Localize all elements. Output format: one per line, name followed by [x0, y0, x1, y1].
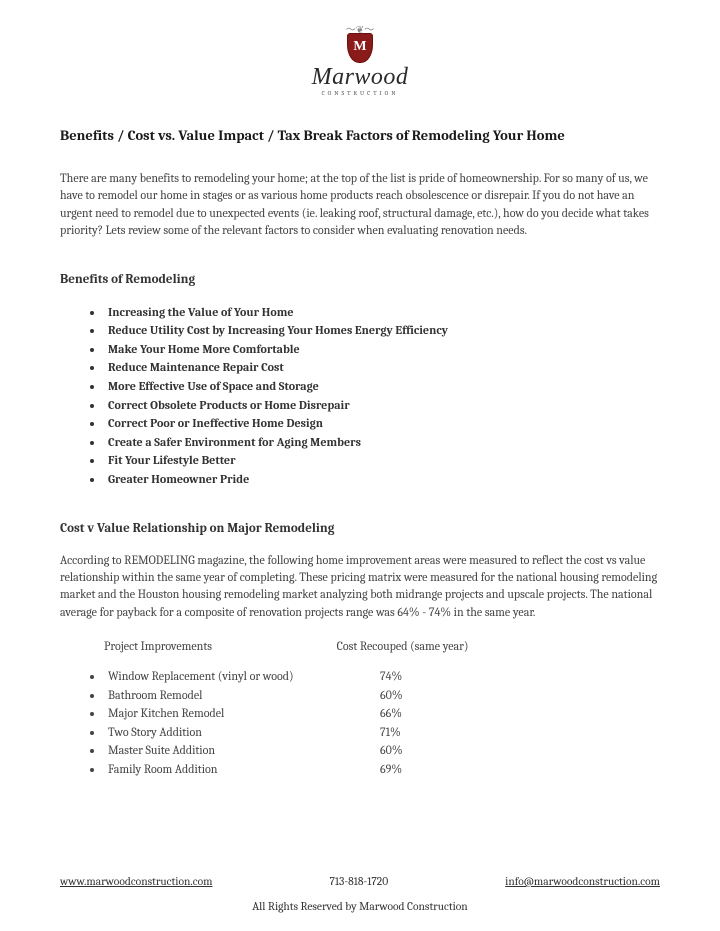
- list-item: Correct Obsolete Products or Home Disrep…: [104, 396, 660, 415]
- column-header-recouped: Cost Recouped (same year): [337, 639, 469, 653]
- cell-project: Window Replacement (vinyl or wood): [108, 667, 380, 686]
- cell-value: 69%: [380, 762, 402, 776]
- list-item: Make Your Home More Comfortable: [104, 340, 660, 359]
- cell-value: 74%: [380, 669, 402, 683]
- page-footer: www.marwoodconstruction.com 713-818-1720…: [60, 875, 660, 913]
- footer-website-link[interactable]: www.marwoodconstruction.com: [60, 875, 212, 888]
- cell-value: 71%: [380, 725, 401, 739]
- cell-project: Family Room Addition: [108, 760, 380, 779]
- column-header-project: Project Improvements: [104, 639, 334, 653]
- list-item: Fit Your Lifestyle Better: [104, 451, 660, 470]
- cost-value-heading: Cost v Value Relationship on Major Remod…: [60, 521, 660, 536]
- footer-copyright: All Rights Reserved by Marwood Construct…: [60, 900, 660, 913]
- table-row: Window Replacement (vinyl or wood)74%: [104, 667, 660, 686]
- cell-project: Master Suite Addition: [108, 741, 380, 760]
- list-item: Reduce Maintenance Repair Cost: [104, 358, 660, 377]
- cell-project: Bathroom Remodel: [108, 686, 380, 705]
- list-item: Reduce Utility Cost by Increasing Your H…: [104, 321, 660, 340]
- cell-value: 60%: [380, 688, 403, 702]
- table-row: Family Room Addition69%: [104, 760, 660, 779]
- table-row: Bathroom Remodel60%: [104, 686, 660, 705]
- table-row: Master Suite Addition60%: [104, 741, 660, 760]
- table-row: Two Story Addition71%: [104, 723, 660, 742]
- cell-value: 60%: [380, 743, 403, 757]
- logo-shield-icon: [347, 33, 373, 63]
- footer-phone: 713-818-1720: [329, 875, 388, 888]
- cell-value: 66%: [380, 706, 402, 720]
- benefits-heading: Benefits of Remodeling: [60, 272, 660, 287]
- page-title: Benefits / Cost vs. Value Impact / Tax B…: [60, 127, 660, 144]
- logo-brand-text: Marwood: [312, 65, 409, 89]
- list-item: Correct Poor or Ineffective Home Design: [104, 414, 660, 433]
- intro-paragraph: There are many benefits to remodeling yo…: [60, 170, 660, 240]
- footer-email-link[interactable]: info@marwoodconstruction.com: [505, 875, 660, 888]
- cost-value-paragraph: According to REMODELING magazine, the fo…: [60, 552, 660, 622]
- list-item: Create a Safer Environment for Aging Mem…: [104, 433, 660, 452]
- table-row: Major Kitchen Remodel66%: [104, 704, 660, 723]
- benefits-list: Increasing the Value of Your Home Reduce…: [60, 303, 660, 489]
- list-item: More Effective Use of Space and Storage: [104, 377, 660, 396]
- cost-table-rows: Window Replacement (vinyl or wood)74% Ba…: [60, 667, 660, 779]
- cost-table-header: Project Improvements Cost Recouped (same…: [60, 639, 660, 653]
- cell-project: Major Kitchen Remodel: [108, 704, 380, 723]
- cell-project: Two Story Addition: [108, 723, 380, 742]
- logo-subline: CONSTRUCTION: [312, 90, 409, 97]
- company-logo: ～❦～ Marwood CONSTRUCTION: [60, 20, 660, 99]
- list-item: Greater Homeowner Pride: [104, 470, 660, 489]
- list-item: Increasing the Value of Your Home: [104, 303, 660, 322]
